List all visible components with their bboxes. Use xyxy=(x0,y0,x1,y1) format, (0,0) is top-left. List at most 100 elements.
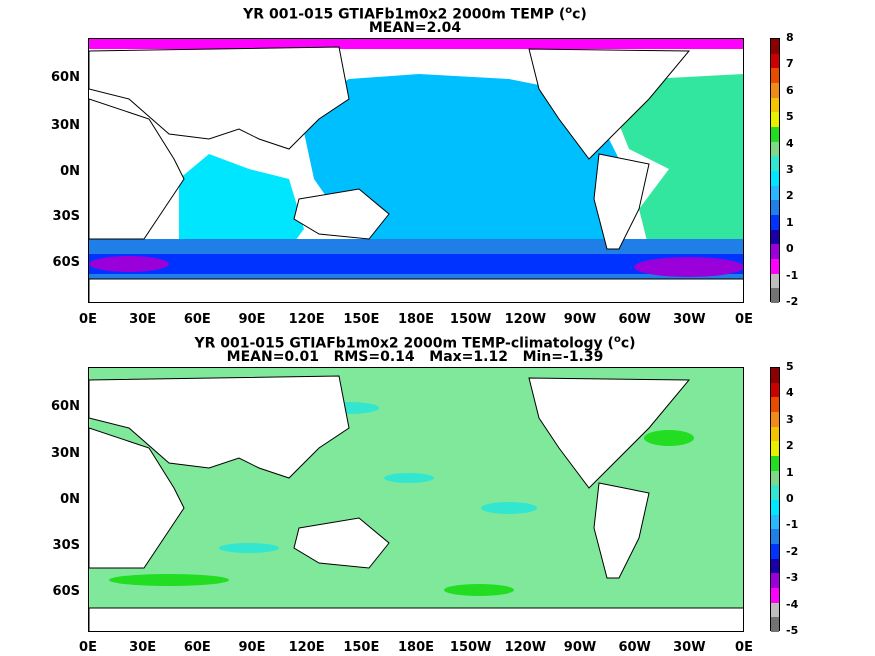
panel1-atlantic xyxy=(609,74,743,249)
panel2-colorbar-segment xyxy=(771,397,779,413)
panel2-lon-label: 90E xyxy=(238,640,266,655)
panel2-lon-label: 60W xyxy=(618,640,651,655)
panel1-land-namerica xyxy=(528,48,691,160)
panel2-map-svg xyxy=(89,368,743,631)
panel2-colorbar-label: -4 xyxy=(786,597,799,611)
panel2-title-sup: o xyxy=(613,334,621,345)
panel2-colorbar-segment xyxy=(771,382,779,398)
panel1-map xyxy=(88,38,744,303)
panel1-lon-label: 30W xyxy=(673,312,706,327)
panel1-lon-label: 30E xyxy=(129,312,157,327)
panel2-subtitle: MEAN=0.01 RMS=0.14 Max=1.12 Min=-1.39 xyxy=(226,349,604,365)
panel2-colorbar-segment xyxy=(771,573,779,589)
panel2-colorbar-label: 5 xyxy=(786,360,794,373)
panel2-colorbar-segment xyxy=(771,500,779,515)
panel1-land-samerica xyxy=(593,153,650,250)
panel2-colorbar-segment xyxy=(771,485,779,501)
panel1-lat-60n: 60N xyxy=(51,70,80,85)
panel1-colorbar-label: -1 xyxy=(786,268,799,282)
panel2-lat-30s: 30S xyxy=(52,538,80,553)
panel1-lon-label: 60E xyxy=(183,312,211,327)
panel1-colorbar-label: 1 xyxy=(786,215,794,229)
panel1-lon-label: 150W xyxy=(449,312,492,327)
panel2-title: YR 001-015 GTIAFb1m0x2 2000m TEMP-climat… xyxy=(0,332,830,352)
panel1-lon-label: 0E xyxy=(79,312,97,327)
panel2-title-unit: c) xyxy=(620,335,636,352)
panel2-cyan-4 xyxy=(219,543,279,553)
panel1-colorbar-segment xyxy=(771,244,779,260)
panel1-lon-label: 60W xyxy=(618,312,651,327)
panel1-colorbar-segment xyxy=(771,215,779,230)
panel2-colorbar-segment xyxy=(771,426,779,442)
panel1-southern-deep xyxy=(89,254,743,274)
panel1-colorbar-segment xyxy=(771,127,779,142)
panel1-land-australia xyxy=(293,188,390,240)
panel2-colorbar-segment xyxy=(771,602,779,618)
panel2-bright-south1 xyxy=(109,574,229,586)
panel1-colorbar-label: 0 xyxy=(786,242,794,256)
panel2-lon-label: 120W xyxy=(504,640,547,655)
panel1-colorbar-segment xyxy=(771,200,779,216)
panel2-lon-label: 0E xyxy=(735,640,753,655)
panel1-colorbar-segment xyxy=(771,141,779,157)
panel1-colorbar xyxy=(770,38,780,304)
panel2-colorbar xyxy=(770,367,780,633)
panel1-arctic xyxy=(89,39,743,49)
panel1-title-unit: c) xyxy=(572,6,587,23)
panel1-lon-label: 120W xyxy=(504,312,547,327)
panel2-colorbar-segment xyxy=(771,368,779,383)
panel1-ross-west xyxy=(89,256,169,272)
panel2-lon-label: 150W xyxy=(449,640,492,655)
panel1-colorbar-segment xyxy=(771,259,779,274)
panel1-colorbar-segment xyxy=(771,185,779,201)
panel1-subtitle: MEAN=2.04 xyxy=(368,20,462,36)
panel1-lat-30n: 30N xyxy=(51,118,80,133)
panel2-title-text: YR 001-015 GTIAFb1m0x2 2000m TEMP-climat… xyxy=(194,335,614,352)
panel1-lon-label: 180E xyxy=(397,312,435,327)
panel2-colorbar-label: -5 xyxy=(786,624,799,637)
panel1-lat-60s: 60S xyxy=(52,255,80,270)
panel1-colorbar-segment xyxy=(771,112,779,128)
panel2-colorbar-segment xyxy=(771,441,779,457)
panel1-land-antarctica xyxy=(89,278,743,302)
panel1-indian xyxy=(179,154,304,249)
panel1-colorbar-label: 2 xyxy=(786,189,794,203)
panel1-colorbar-label: 6 xyxy=(786,83,794,97)
panel2-lon-label: 90W xyxy=(563,640,597,655)
panel2-colorbar-segment xyxy=(771,558,779,574)
panel1-colorbar-label: 4 xyxy=(786,136,794,150)
panel1-colorbar-segment xyxy=(771,156,779,172)
panel1-colorbar-segment xyxy=(771,288,779,304)
panel2-land-namerica xyxy=(528,377,691,489)
panel1-colorbar-label: 7 xyxy=(786,57,794,71)
panel2-bright-south2 xyxy=(444,584,514,596)
panel1-colorbar-segment xyxy=(771,171,779,186)
panel2-land-eurasia xyxy=(89,375,350,479)
panel2-lon-label: 30E xyxy=(129,640,157,655)
panel1-title-sup: o xyxy=(565,5,573,16)
panel1-lat-30s: 30S xyxy=(52,209,80,224)
panel2-lat-60n: 60N xyxy=(51,399,80,414)
panel1-lon-label: 0E xyxy=(735,312,753,327)
panel2-colorbar-segment xyxy=(771,544,779,559)
panel1-lon-label: 90E xyxy=(238,312,266,327)
panel1-title-text: YR 001-015 GTIAFb1m0x2 2000m TEMP ( xyxy=(243,6,566,23)
panel2-lat-30n: 30N xyxy=(51,446,80,461)
panel2-lon-label: 0E xyxy=(79,640,97,655)
panel1-lon-label: 90W xyxy=(563,312,597,327)
panel2-cyan-2 xyxy=(384,473,434,483)
panel2-colorbar-label: 3 xyxy=(786,412,794,426)
panel1-land-africa xyxy=(89,98,185,240)
panel1-lat-0n: 0N xyxy=(60,164,80,179)
panel2-lon-label: 60E xyxy=(183,640,211,655)
panel2-lon-label: 180E xyxy=(397,640,435,655)
panel2-lat-60s: 60S xyxy=(52,584,80,599)
panel1-colorbar-segment xyxy=(771,83,779,98)
panel1-land-eurasia xyxy=(89,46,350,150)
panel1-colorbar-label: -2 xyxy=(786,295,799,308)
panel2-cyan-3 xyxy=(481,502,537,514)
panel2-colorbar-segment xyxy=(771,617,779,633)
panel2-colorbar-label: -2 xyxy=(786,544,799,558)
panel1-title: YR 001-015 GTIAFb1m0x2 2000m TEMP (oc) xyxy=(0,3,830,23)
panel1-colorbar-segment xyxy=(771,97,779,113)
